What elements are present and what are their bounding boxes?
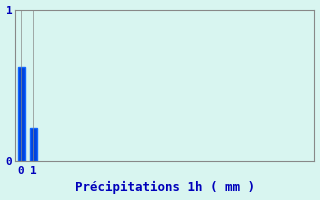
Bar — [30, 128, 37, 161]
X-axis label: Précipitations 1h ( mm ): Précipitations 1h ( mm ) — [75, 181, 255, 194]
Bar — [18, 67, 25, 161]
